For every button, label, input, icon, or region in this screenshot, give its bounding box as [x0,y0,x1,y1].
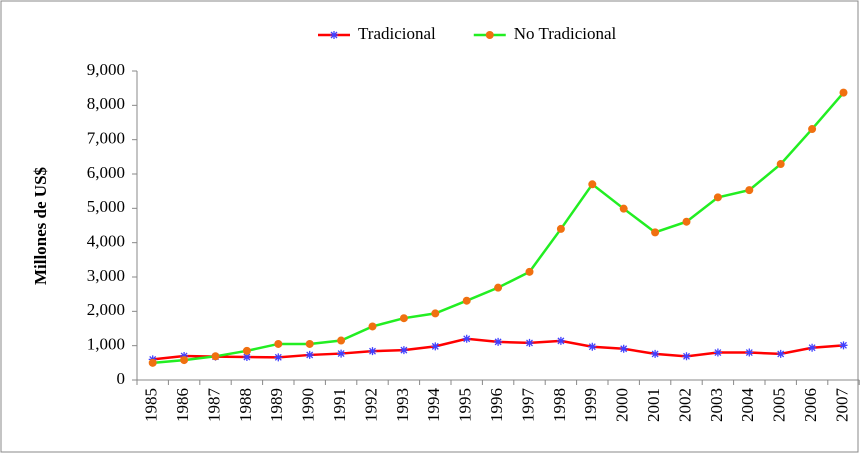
data-point [713,348,722,357]
data-point [305,350,314,359]
legend-marker [485,31,494,39]
x-tick-label: 1995 [456,388,475,422]
y-tick-label: 4,000 [87,232,125,251]
y-tick-label: 0 [117,369,126,388]
x-tick-label: 1996 [487,388,506,422]
y-tick-label: 7,000 [87,129,125,148]
data-point [337,336,346,345]
legend-label: Tradicional [358,24,436,43]
data-point [651,349,660,358]
x-tick-label: 1991 [330,388,349,422]
data-point [274,339,283,348]
x-tick-label: 1987 [204,388,223,423]
data-point [399,314,408,323]
x-tick-label: 2004 [738,388,757,423]
x-tick-label: 2005 [770,388,789,422]
data-point [180,356,189,365]
data-point [839,88,848,97]
x-tick-label: 1992 [361,388,380,422]
x-tick-label: 2001 [644,388,663,422]
data-point [462,334,471,343]
data-point [682,352,691,361]
data-point [588,180,597,189]
data-point [242,352,251,361]
data-point [462,296,471,305]
x-tick-label: 2000 [613,388,632,422]
x-tick-label: 1999 [581,388,600,422]
y-axis-label: Millones de US$ [31,166,50,285]
x-tick-label: 1989 [267,388,286,422]
data-point [619,204,628,213]
data-point [556,336,565,345]
x-tick-label: 1994 [424,388,443,423]
x-tick-label: 2002 [675,388,694,422]
legend-label: No Tradicional [514,24,617,43]
x-tick-label: 1998 [550,388,569,422]
data-point [494,283,503,292]
data-point [211,352,220,361]
x-tick-label: 1986 [173,388,192,422]
y-tick-label: 6,000 [87,163,125,182]
data-point [525,338,534,347]
data-point [431,309,440,318]
x-tick-label: 2006 [801,388,820,422]
data-point [776,349,785,358]
y-tick-label: 2,000 [87,300,125,319]
data-point [305,339,314,348]
y-tick-label: 1,000 [87,335,125,354]
x-tick-label: 1988 [236,388,255,422]
x-tick-label: 1997 [518,388,537,423]
data-point [180,351,189,360]
y-tick-label: 8,000 [87,94,125,113]
x-tick-label: 1990 [299,388,318,422]
data-point [588,342,597,351]
data-point [808,343,817,352]
data-point [242,346,251,355]
y-tick-label: 5,000 [87,197,125,216]
data-point [651,228,660,237]
data-point [274,353,283,362]
data-point [368,322,377,331]
data-point [745,186,754,195]
legend-marker [330,31,338,39]
data-point [556,224,565,233]
data-point [808,125,817,134]
data-point [431,342,440,351]
x-tick-label: 1993 [393,388,412,422]
data-point [745,348,754,357]
data-point [494,337,503,346]
data-point [399,346,408,355]
data-point [525,267,534,276]
x-tick-label: 2007 [832,388,851,423]
y-tick-label: 3,000 [87,266,125,285]
data-point [839,341,848,350]
data-point [368,347,377,356]
data-point [337,349,346,358]
data-point [148,358,157,367]
data-point [619,344,628,353]
y-tick-label: 9,000 [87,60,125,79]
x-tick-label: 2003 [707,388,726,422]
data-point [776,160,785,169]
data-point [713,193,722,202]
data-point [682,217,691,226]
x-tick-label: 1985 [142,388,161,422]
